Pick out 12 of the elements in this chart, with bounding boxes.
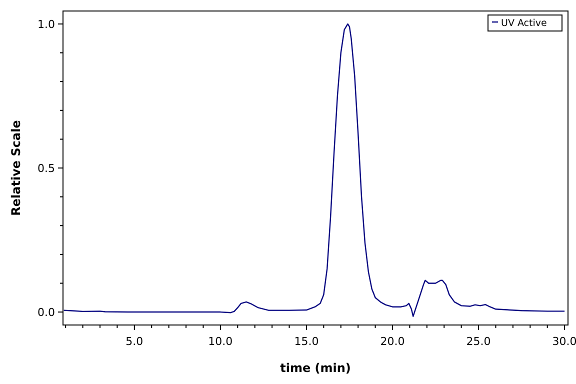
x-tick-label: 5.0 [126, 335, 144, 348]
x-tick-label: 30.0 [552, 335, 576, 348]
y-axis-title: Relative Scale [9, 120, 23, 216]
y-tick-label: 1.0 [38, 18, 55, 31]
x-tick-label: 10.0 [208, 335, 233, 348]
legend-label: UV Active [501, 18, 548, 29]
x-axis-title: time (min) [280, 361, 351, 375]
x-tick-label: 25.0 [466, 335, 491, 348]
x-tick-label: 15.0 [294, 335, 319, 348]
x-tick-label: 20.0 [380, 335, 405, 348]
y-tick-label: 0.5 [38, 162, 55, 175]
y-tick-label: 0.0 [38, 306, 55, 320]
